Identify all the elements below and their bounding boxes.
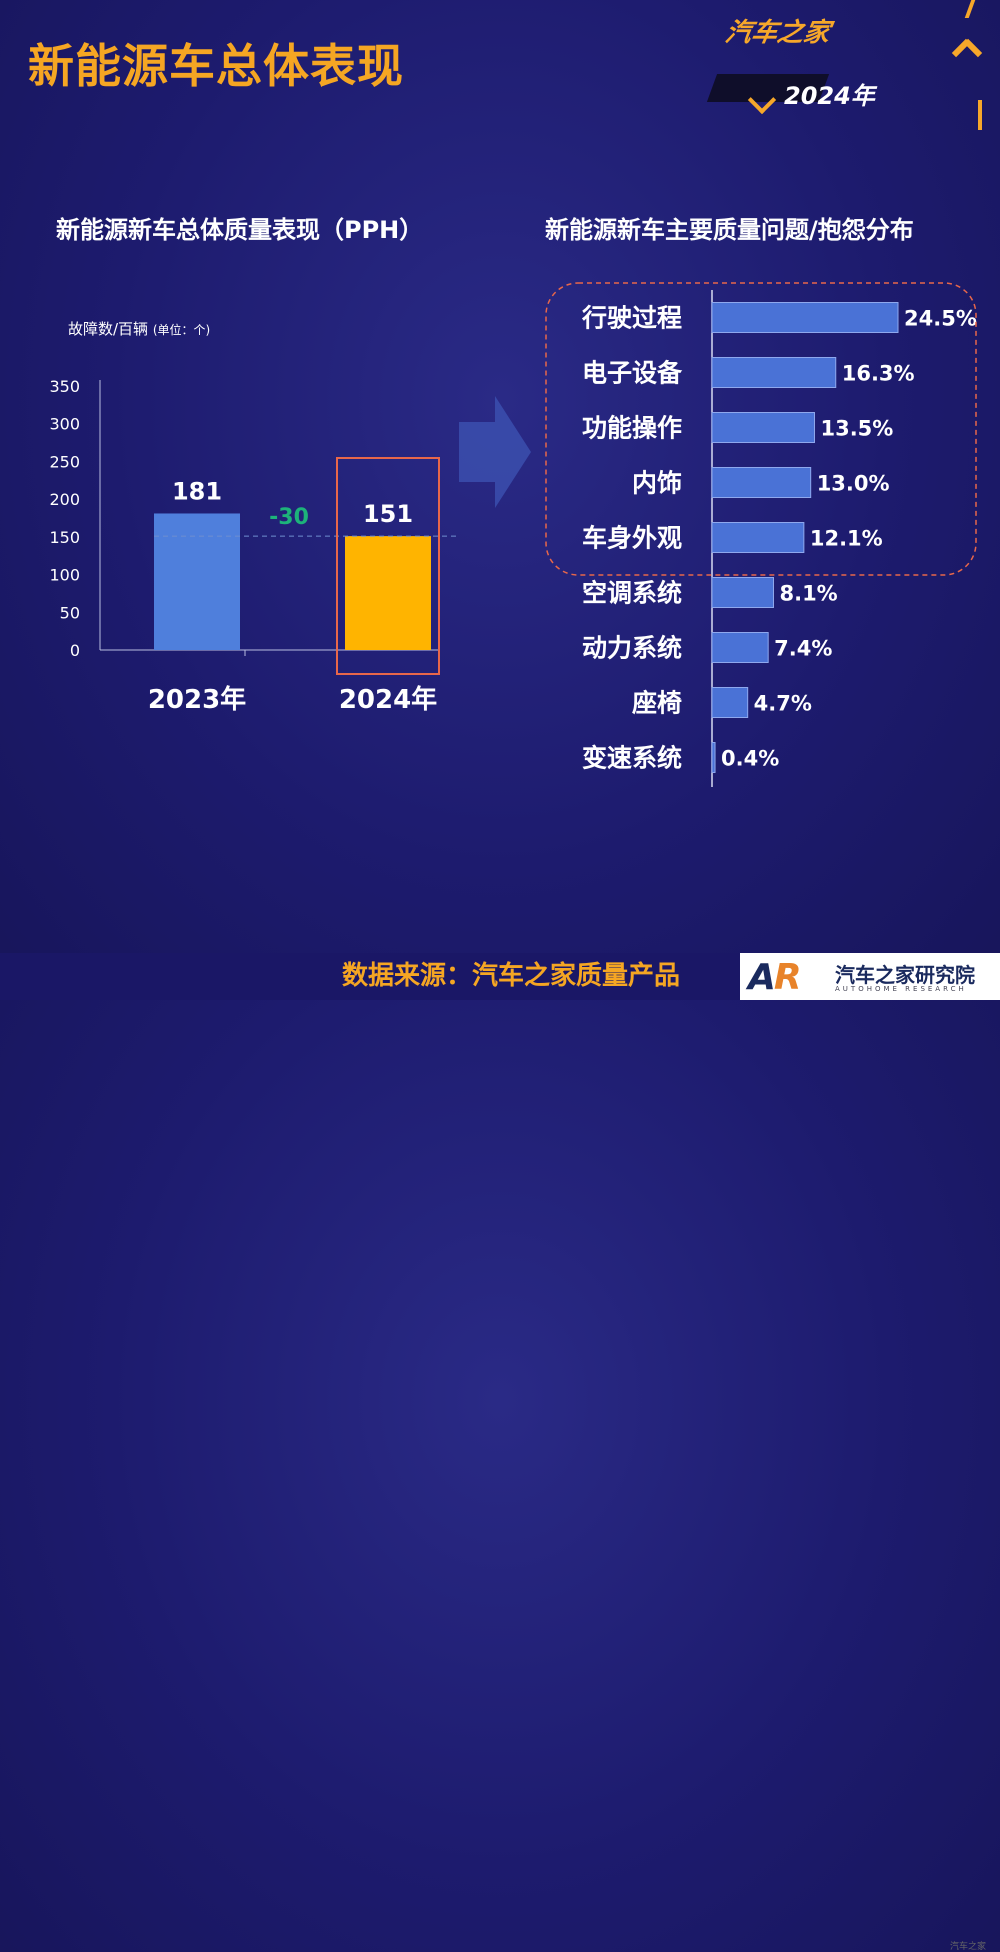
bar-value-label: 151 <box>363 500 413 528</box>
category-label: 车身外观 <box>582 524 682 553</box>
category-label: 动力系统 <box>582 634 682 663</box>
org-name: 汽车之家研究院 <box>835 963 975 987</box>
category-label: 电子设备 <box>582 359 683 388</box>
ar-logo: AR <box>748 957 802 998</box>
y-axis-unit-main: 故障数/百辆 <box>68 320 149 338</box>
footer: 数据来源：汽车之家质量产品 AR 汽车之家研究院 AUTOHOME RESEAR… <box>0 953 1000 1952</box>
page-title: 新能源车总体表现 <box>28 39 404 93</box>
hbar-车身外观 <box>711 522 805 553</box>
arrow-right-icon <box>459 396 531 508</box>
y-tick-label: 300 <box>49 415 80 434</box>
corner-accent-decoration <box>950 0 1000 130</box>
hbar-座椅 <box>711 687 749 718</box>
category-label: 变速系统 <box>582 744 682 773</box>
highlight-box-2024 <box>336 457 440 675</box>
watermark: 汽车之家 <box>950 1942 987 1952</box>
y-axis-unit-label: 故障数/百辆 (单位：个) <box>68 318 210 339</box>
hbar-空调系统 <box>711 577 774 608</box>
hbar-value-label: 13.5% <box>820 417 893 441</box>
hbar-行驶过程 <box>711 302 899 333</box>
x-tick-label: 2024年 <box>339 684 437 715</box>
hbar-value-label: 4.7% <box>754 692 812 716</box>
complaint-distribution-chart: 行驶过程 24.5% 电子设备 16.3% 功能操作 13.5% 内饰 13.0% 车身外观 12… <box>545 282 977 787</box>
left-chart-title: 新能源新车总体质量表现（PPH） <box>56 216 424 244</box>
y-tick-label: 150 <box>49 528 80 547</box>
hbar-内饰 <box>711 467 812 498</box>
right-chart-title: 新能源新车主要质量问题/抱怨分布 <box>545 216 914 244</box>
brand-name: 汽车之家 <box>722 18 833 48</box>
category-label: 行驶过程 <box>581 304 682 333</box>
y-tick-label: 0 <box>70 641 80 660</box>
difference-label: -30 <box>269 505 309 530</box>
hbar-value-label: 24.5% <box>904 307 977 331</box>
hbar-变速系统 <box>711 742 716 773</box>
brand-logo: 汽车之家 2024年 <box>706 4 912 115</box>
top5-highlight-box <box>545 282 977 576</box>
pph-bar-chart: 0 50 100 150 200 250 300 350 181 2023年 151 2024年 -30 <box>49 377 459 715</box>
hbar-value-label: 8.1% <box>779 582 837 606</box>
brand-year: 2024年 <box>784 82 875 110</box>
data-source-label: 数据来源：汽车之家质量产品 <box>0 953 740 1000</box>
bar-2023年 <box>154 513 240 650</box>
category-label: 内饰 <box>632 469 682 498</box>
hbar-value-label: 13.0% <box>817 472 890 496</box>
hbar-value-label: 0.4% <box>721 747 779 771</box>
y-axis-unit-sub: (单位：个) <box>152 323 211 337</box>
hbar-电子设备 <box>711 357 837 388</box>
category-label: 空调系统 <box>582 579 682 608</box>
bar-value-label: 181 <box>172 477 222 505</box>
hbar-动力系统 <box>711 632 769 663</box>
x-tick-label: 2023年 <box>148 684 246 715</box>
org-subtitle: AUTOHOME RESEARCH <box>835 985 967 993</box>
y-tick-label: 200 <box>49 490 80 509</box>
hbar-功能操作 <box>711 412 815 443</box>
category-label: 座椅 <box>632 689 682 718</box>
hbar-value-label: 7.4% <box>774 637 832 661</box>
y-tick-label: 350 <box>49 377 80 396</box>
category-label: 功能操作 <box>582 414 682 443</box>
hbar-value-label: 16.3% <box>842 362 915 386</box>
y-tick-label: 100 <box>49 566 80 585</box>
y-tick-label: 250 <box>49 452 80 471</box>
hbar-value-label: 12.1% <box>810 527 883 551</box>
bar-2024年 <box>345 536 431 650</box>
y-tick-label: 50 <box>60 603 80 622</box>
